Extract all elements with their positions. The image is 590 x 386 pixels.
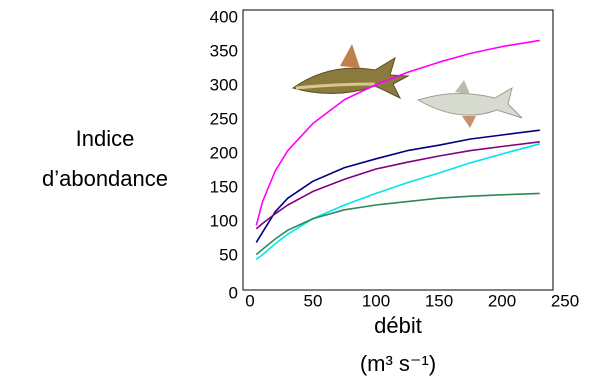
y-tick-label: 300 [210, 75, 238, 94]
x-axis-label: débit [374, 313, 422, 338]
y-tick-label: 50 [219, 245, 238, 264]
fish-illustration [416, 80, 523, 128]
x-tick-label: 100 [362, 291, 390, 310]
x-tick-label: 150 [425, 291, 453, 310]
y-tick-label: 100 [210, 211, 238, 230]
x-tick-label: 250 [551, 291, 579, 310]
fish-illustration [291, 44, 410, 100]
y-tick-label: 200 [210, 143, 238, 162]
y-axis-label: Indice [76, 126, 135, 151]
plot-frame [242, 9, 554, 291]
y-tick-label: 400 [210, 7, 238, 26]
x-tick-label: 0 [245, 291, 254, 310]
x-tick-label: 200 [488, 291, 516, 310]
x-tick-label: 50 [304, 291, 323, 310]
y-tick-label: 150 [210, 177, 238, 196]
y-tick-label: 0 [229, 283, 238, 302]
data-line [255, 141, 540, 230]
y-tick-label: 350 [210, 41, 238, 60]
y-axis-label: d’abondance [42, 166, 168, 191]
data-line [255, 143, 541, 261]
data-line [255, 39, 540, 226]
y-tick-label: 250 [210, 109, 238, 128]
x-axis-unit: (m³ s⁻¹) [360, 351, 436, 376]
data-line [255, 192, 540, 256]
